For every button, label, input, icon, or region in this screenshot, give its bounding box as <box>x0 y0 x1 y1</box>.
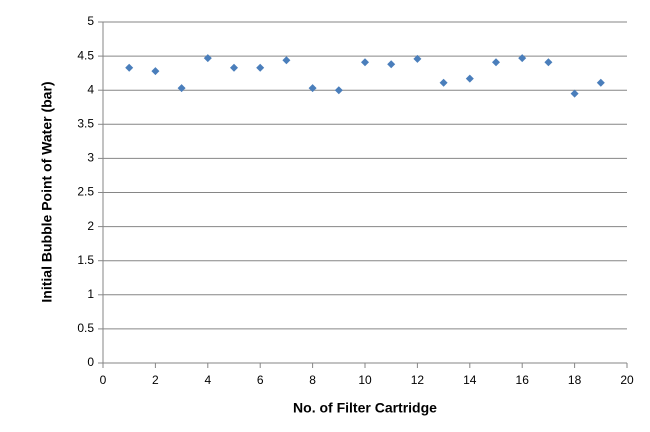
x-tick-label: 2 <box>152 373 159 387</box>
y-tick-label: 4.5 <box>77 48 94 62</box>
point <box>596 78 605 87</box>
point <box>203 54 212 63</box>
x-tick-label: 0 <box>100 373 107 387</box>
point <box>518 54 527 63</box>
x-tick-label: 14 <box>463 373 477 387</box>
point <box>413 54 422 63</box>
x-tick-label: 6 <box>257 373 264 387</box>
y-tick-label: 2.5 <box>77 185 94 199</box>
y-tick-label: 0 <box>87 355 94 369</box>
y-tick-label: 4 <box>87 82 94 96</box>
y-axis-title: Initial Bubble Point of Water (bar) <box>39 81 55 302</box>
point <box>492 58 500 67</box>
y-tick-label: 1 <box>87 287 94 301</box>
x-tick-label: 10 <box>358 373 372 387</box>
point <box>465 74 474 83</box>
point <box>256 63 265 72</box>
point <box>282 56 291 65</box>
x-tick-label: 12 <box>411 373 425 387</box>
y-tick-label: 1.5 <box>77 253 94 267</box>
x-tick-label: 16 <box>516 373 530 387</box>
point <box>151 67 160 76</box>
point <box>387 60 396 69</box>
y-tick-label: 3 <box>87 151 94 165</box>
x-tick-label: 8 <box>309 373 316 387</box>
point <box>544 58 553 67</box>
point <box>177 84 186 93</box>
x-tick-label: 20 <box>620 373 634 387</box>
x-axis-title: No. of Filter Cartridge <box>293 400 437 416</box>
point <box>570 89 579 98</box>
point <box>230 63 238 72</box>
point <box>334 86 343 95</box>
point <box>125 63 134 72</box>
y-tick-label: 5 <box>87 14 94 28</box>
y-tick-label: 3.5 <box>77 116 94 130</box>
point <box>361 58 369 67</box>
x-tick-label: 4 <box>204 373 211 387</box>
y-tick-label: 2 <box>87 219 94 233</box>
point <box>439 78 448 87</box>
point <box>308 84 317 93</box>
x-tick-label: 18 <box>568 373 582 387</box>
y-tick-label: 0.5 <box>77 321 94 335</box>
